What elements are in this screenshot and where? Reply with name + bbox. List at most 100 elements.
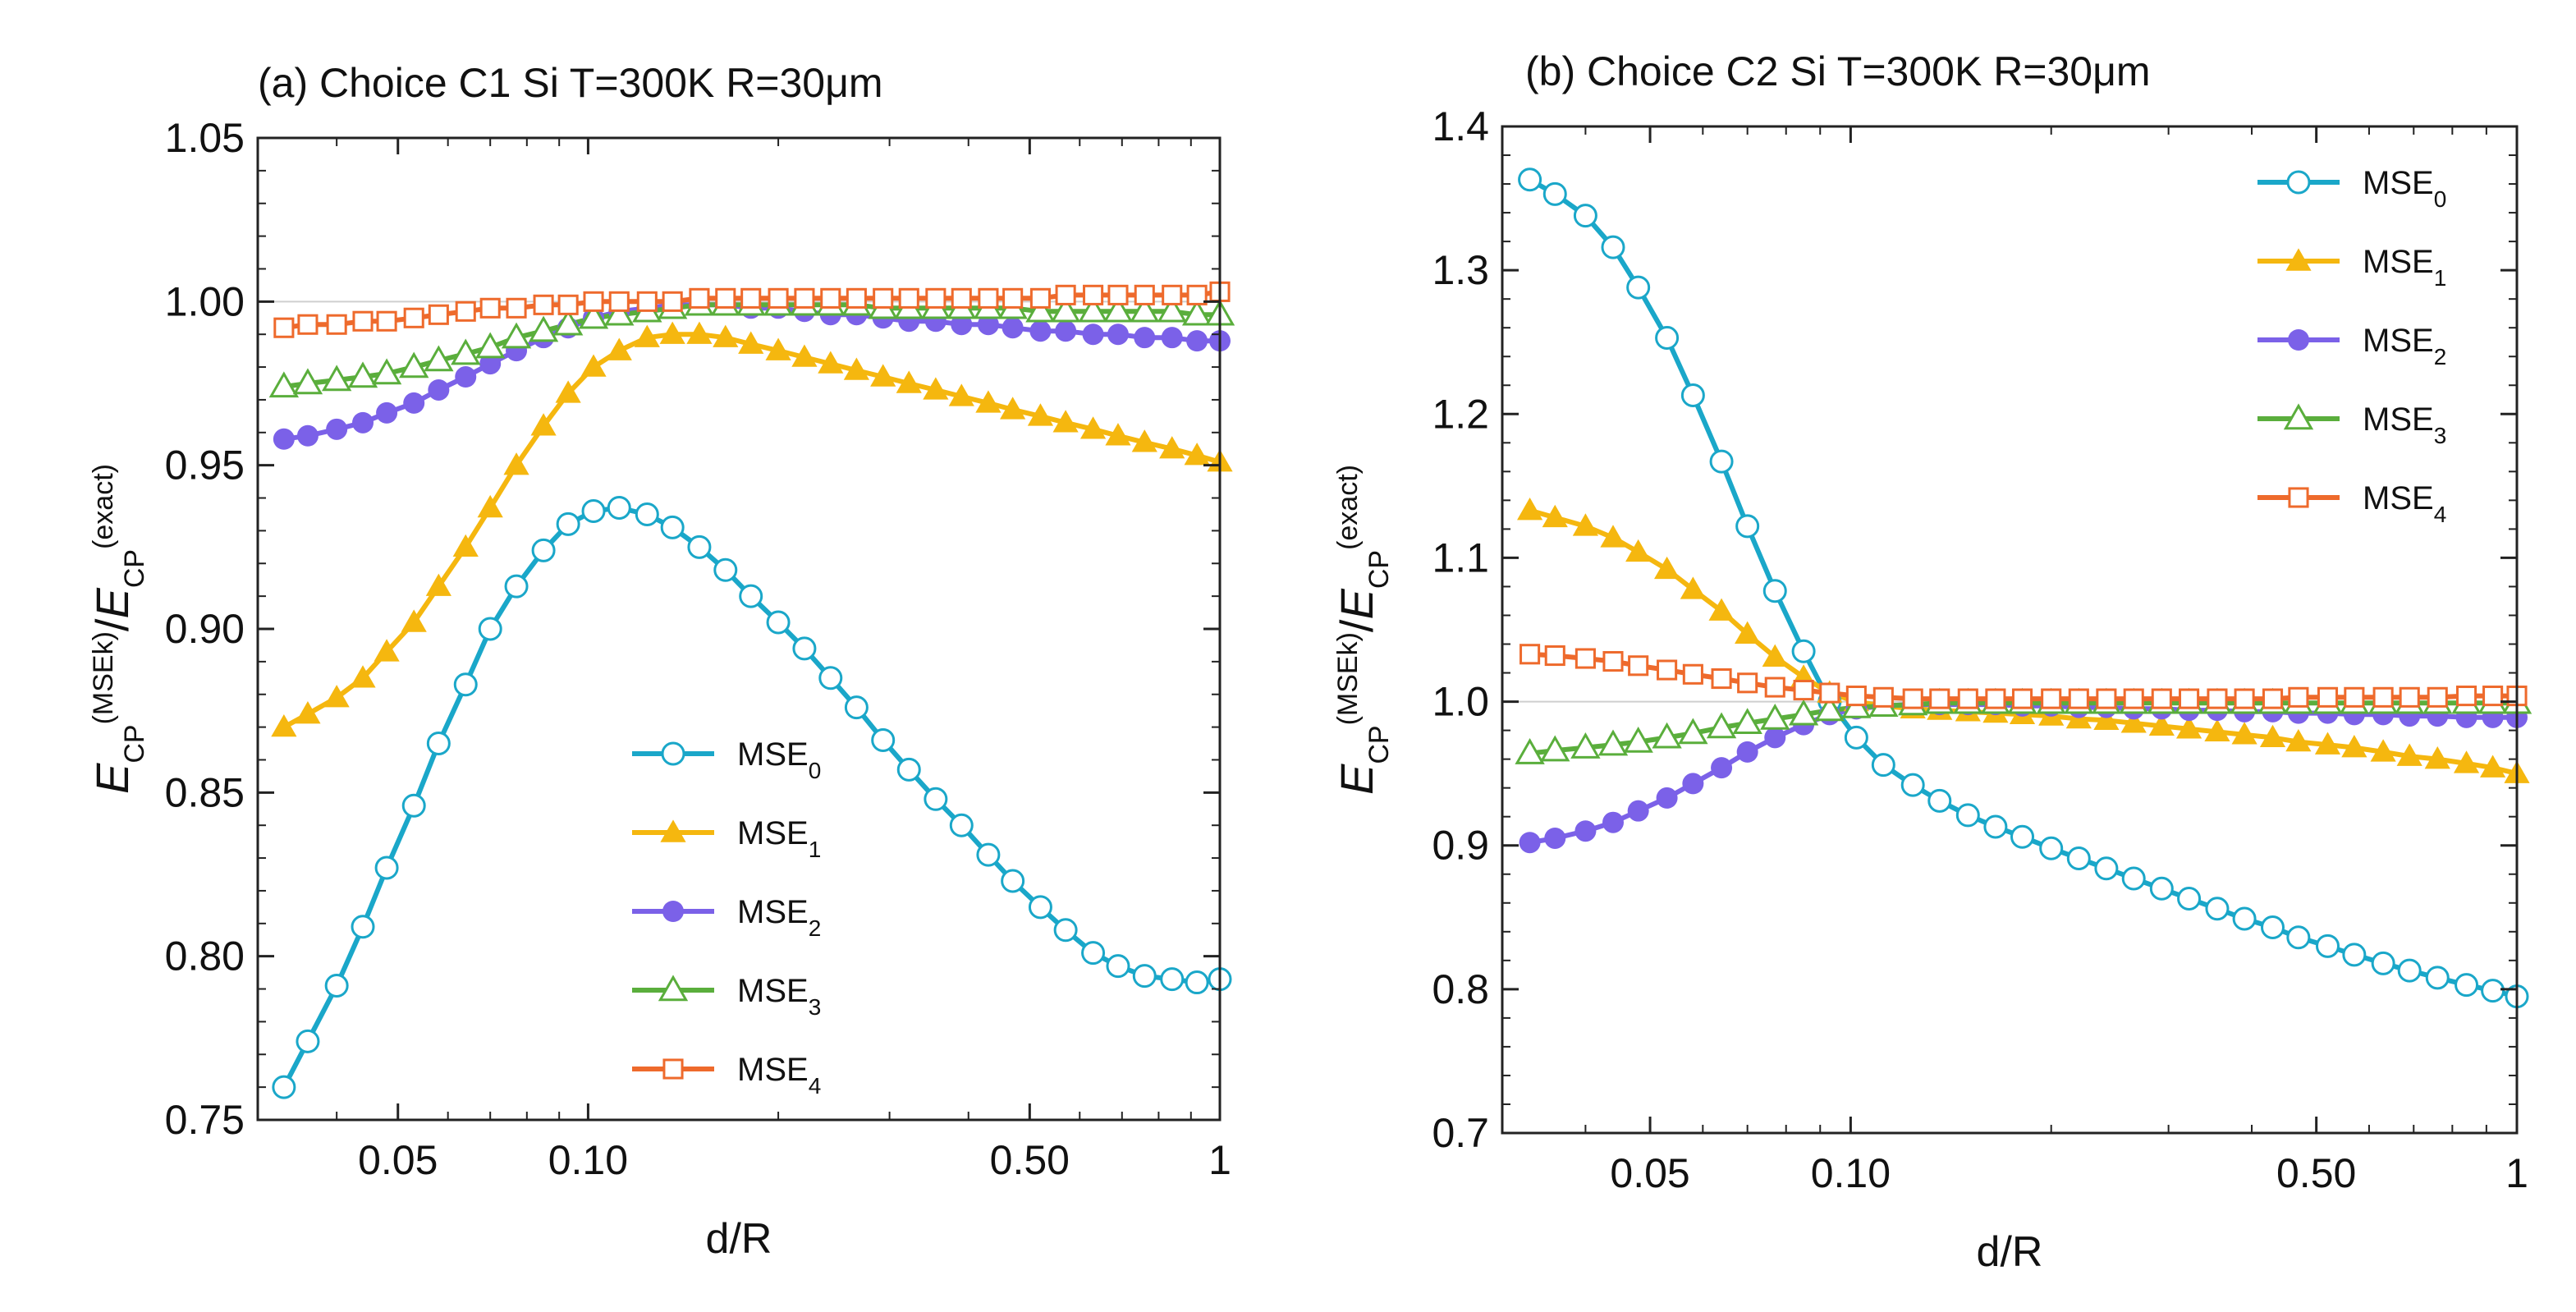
data-point [818, 351, 844, 374]
data-point [1134, 327, 1156, 349]
data-point [273, 428, 295, 450]
data-point [1601, 235, 1625, 259]
data-point [1762, 644, 1788, 667]
data-point [1902, 688, 1923, 709]
data-point [295, 701, 321, 724]
data-point [1083, 284, 1104, 305]
data-point [604, 299, 635, 326]
legend-item: MSE4 [2257, 480, 2446, 527]
data-point [451, 338, 481, 365]
data-point [1518, 167, 1542, 192]
data-point [977, 314, 999, 336]
y-tick-label: 1.00 [165, 278, 245, 324]
data-point [2262, 688, 2284, 709]
legend-marker [662, 901, 684, 922]
y-tick-label: 0.80 [165, 934, 245, 979]
data-point [326, 418, 348, 440]
legend-item: MSE4 [632, 1052, 821, 1099]
data-point [896, 757, 921, 782]
data-point [2370, 739, 2396, 762]
series-line-mse0 [1529, 177, 2518, 999]
data-point [1162, 284, 1183, 305]
data-point [1793, 680, 1814, 701]
data-point [2481, 979, 2505, 1003]
data-point [1653, 556, 1680, 580]
data-point [531, 538, 556, 562]
legend-label: MSE2 [2363, 323, 2446, 369]
data-point [2261, 915, 2285, 940]
data-point [2066, 846, 2091, 870]
data-point [791, 344, 818, 367]
data-point [1542, 181, 1567, 206]
legend-marker [658, 975, 689, 1002]
x-axis-label: d/R [1977, 1228, 2043, 1276]
data-point [2314, 732, 2341, 755]
data-point [533, 294, 554, 315]
data-point [2231, 722, 2257, 745]
data-point [1626, 275, 1651, 300]
data-point [2039, 836, 2064, 860]
data-point [1628, 655, 1649, 677]
y-tick-label: 1.4 [1432, 103, 1489, 149]
y-tick-label: 1.05 [165, 115, 245, 161]
data-point [323, 685, 350, 708]
data-point [2371, 951, 2395, 975]
chart-title: (a) Choice C1 Si T=300K R=30μm [258, 60, 883, 106]
x-tick-label: 0.05 [358, 1137, 438, 1183]
data-point [504, 574, 529, 599]
y-tick-label: 0.75 [165, 1097, 245, 1143]
data-point [1600, 525, 1626, 548]
data-point [1711, 667, 1732, 690]
data-point [1680, 576, 1706, 599]
data-point [1516, 498, 1543, 521]
data-point [1130, 296, 1160, 323]
data-point [1655, 325, 1680, 350]
data-point [1570, 732, 1601, 759]
data-point [2341, 735, 2367, 758]
data-point [292, 368, 323, 395]
data-point [478, 617, 502, 641]
x-tick-label: 0.50 [990, 1137, 1070, 1183]
data-point [1002, 317, 1024, 339]
legend-label: MSE0 [737, 736, 821, 783]
data-point [1927, 788, 1952, 813]
data-point [374, 639, 400, 662]
data-point [1574, 820, 1597, 842]
data-point [501, 322, 532, 349]
data-point [401, 609, 427, 632]
y-tick-label: 0.85 [165, 769, 245, 815]
data-point [1573, 204, 1597, 228]
data-point [843, 357, 869, 380]
data-point [1102, 296, 1134, 323]
y-tick-label: 1.2 [1432, 391, 1489, 437]
data-point [2093, 707, 2120, 731]
data-point [2041, 688, 2062, 709]
data-point [2344, 686, 2365, 708]
data-point [1955, 803, 1980, 828]
data-point [2096, 688, 2117, 709]
data-point [1160, 967, 1185, 992]
data-point [949, 813, 974, 837]
data-point [1652, 722, 1682, 749]
data-point [528, 315, 559, 342]
data-point [2480, 755, 2506, 778]
data-point [1106, 954, 1130, 979]
chart-panel-b: (b) Choice C2 Si T=300K R=30μm 0.7 0.8 0.9 1… [1331, 48, 2532, 1276]
data-point [1627, 800, 1649, 822]
data-point [2207, 688, 2228, 709]
series-markers-mse0 [1518, 167, 2529, 1009]
data-point [2317, 686, 2339, 708]
data-point [453, 672, 478, 697]
y-tick-label: 1.1 [1432, 534, 1489, 580]
data-point [2427, 686, 2448, 708]
data-point [1791, 639, 1816, 663]
plot-frame [1501, 125, 2519, 1135]
x-tick-label: 0.10 [548, 1137, 628, 1183]
data-point [765, 337, 791, 360]
data-point [2179, 688, 2200, 709]
data-point [2397, 958, 2422, 983]
data-point [1819, 682, 1840, 704]
data-point [1001, 869, 1025, 893]
data-point [352, 411, 374, 434]
data-point [1623, 726, 1653, 753]
